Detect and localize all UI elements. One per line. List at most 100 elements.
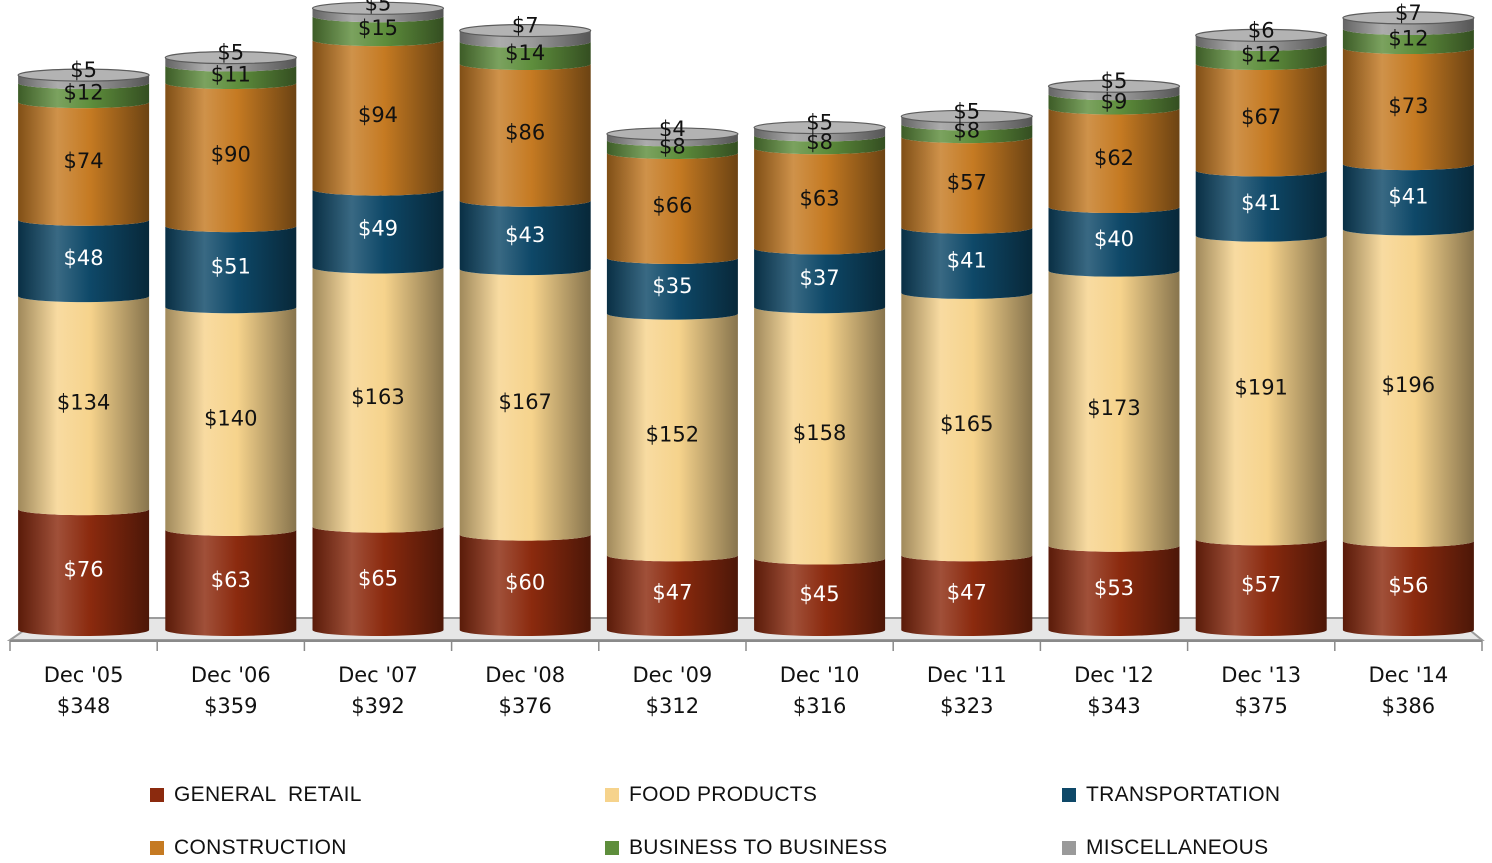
- x-total-label: $343: [1087, 694, 1140, 718]
- x-tick-label: Dec '08: [485, 663, 565, 687]
- bar-top-cap: [753, 120, 886, 135]
- bar-segment: [1048, 94, 1180, 115]
- data-label: $56: [1388, 573, 1428, 597]
- data-label: $66: [652, 193, 692, 217]
- bar-segment: [1342, 48, 1474, 171]
- x-total-label: $359: [204, 694, 257, 718]
- bar-segment: [18, 83, 150, 109]
- bar-segment: [606, 257, 738, 320]
- bar-column: $56 $196 $41 $73 $12$7: [1342, 1, 1475, 636]
- bar-segment: [459, 534, 591, 636]
- data-label: $8: [953, 119, 980, 143]
- data-label: $167: [498, 390, 551, 414]
- data-label: $57: [947, 170, 987, 194]
- legend-swatch: [1062, 841, 1076, 855]
- bar-segment: [1195, 63, 1327, 177]
- legend: GENERAL RETAIL FOOD PRODUCTS TRANSPORTATIO…: [0, 770, 1492, 861]
- data-label: $47: [947, 581, 987, 605]
- data-label: $15: [358, 16, 398, 40]
- bar-segment: [459, 63, 591, 207]
- bar-top-cap: [17, 68, 150, 82]
- data-label: $41: [947, 248, 987, 272]
- bar-segment: [312, 189, 444, 274]
- legend-swatch: [605, 841, 619, 855]
- x-tick-label: Dec '05: [44, 663, 124, 687]
- bar-segment: [901, 116, 1033, 131]
- bar-segment: [459, 41, 591, 70]
- bar-column: $65 $163 $49 $94 $15$5: [311, 0, 445, 636]
- data-label: $173: [1087, 396, 1140, 420]
- bar-column: $53 $173 $40 $62 $9$5: [1047, 69, 1181, 636]
- x-total-label: $375: [1234, 694, 1287, 718]
- bar-segment: [901, 124, 1033, 144]
- data-label: $43: [505, 223, 545, 247]
- bar-segment: [1342, 28, 1474, 55]
- legend-label: FOOD PRODUCTS: [629, 783, 818, 806]
- data-label: $63: [211, 568, 251, 592]
- bar-segment: [459, 30, 591, 48]
- bar-segment: [901, 137, 1033, 234]
- data-label: $60: [505, 570, 545, 594]
- bar-top-cap: [1342, 11, 1475, 25]
- bar-column: $76 $134 $48 $74 $12$5: [17, 58, 150, 636]
- bar-segment: [459, 269, 591, 541]
- bar-segment: [1342, 17, 1474, 35]
- data-label: $94: [358, 103, 398, 127]
- data-label: $158: [793, 421, 846, 445]
- bar-column: $57 $191 $41 $67 $12$6: [1195, 18, 1328, 636]
- bar-top-cap: [164, 50, 297, 65]
- bar-segment: [312, 40, 444, 196]
- x-total-label: $376: [498, 694, 551, 718]
- data-label: $41: [1388, 185, 1428, 209]
- bar-segment: [1342, 229, 1474, 547]
- bar-segment: [1195, 235, 1327, 546]
- data-label: $65: [358, 566, 398, 590]
- bar-top-cap: [1047, 79, 1181, 93]
- x-total-label: $386: [1382, 694, 1435, 718]
- bar-segment: [754, 127, 886, 142]
- data-label: $191: [1234, 376, 1287, 400]
- bar-segment: [1048, 108, 1180, 214]
- bar-segment: [312, 16, 444, 47]
- bar-segment: [754, 135, 886, 155]
- bar-segment: [1195, 44, 1327, 70]
- legend-swatch: [1062, 788, 1076, 802]
- bar-segment: [901, 227, 1033, 299]
- data-label: $63: [800, 186, 840, 210]
- legend-item: GENERAL RETAIL: [150, 780, 362, 810]
- legend-item: CONSTRUCTION: [150, 833, 347, 863]
- bar-column: $47 $165 $41 $57 $8$5: [900, 99, 1033, 636]
- data-label: $8: [659, 135, 686, 159]
- bar-segment: [165, 307, 297, 536]
- x-total-label: $312: [646, 694, 699, 718]
- data-label: $5: [70, 58, 97, 82]
- bar-segment: [165, 529, 297, 636]
- bar-segment: [754, 558, 886, 636]
- bar-top-cap: [311, 1, 445, 15]
- data-label: $57: [1241, 573, 1281, 597]
- legend-item: MISCELLANEOUS: [1062, 833, 1268, 863]
- data-label: $86: [505, 120, 545, 144]
- data-label: $40: [1094, 227, 1134, 251]
- bar-column: $63 $140 $51 $90 $11$5: [164, 41, 297, 636]
- bar-segment: [1048, 545, 1180, 636]
- x-tick-label: Dec '06: [191, 663, 271, 687]
- data-label: $6: [1248, 18, 1275, 42]
- bar-segment: [165, 57, 297, 72]
- bar-segment: [165, 226, 297, 314]
- data-label: $90: [211, 143, 251, 167]
- bar-segment: [18, 296, 150, 516]
- data-label: $73: [1388, 94, 1428, 118]
- x-tick-label: Dec '09: [632, 663, 712, 687]
- x-total-label: $392: [351, 694, 404, 718]
- bar-column: $60 $167 $43 $86 $14 $7: [459, 14, 592, 636]
- legend-label: MISCELLANEOUS: [1086, 836, 1269, 859]
- x-tick-label: Dec '13: [1221, 663, 1301, 687]
- data-label: $5: [217, 41, 244, 65]
- bars: $76$134$48$74$12$5$63$140$51$90$11$5$65$…: [17, 0, 1475, 636]
- data-label: $53: [1094, 576, 1134, 600]
- bar-segment: [165, 83, 297, 233]
- data-label: $140: [204, 407, 257, 431]
- bar-segment: [18, 75, 150, 90]
- bar-top-cap: [606, 127, 739, 141]
